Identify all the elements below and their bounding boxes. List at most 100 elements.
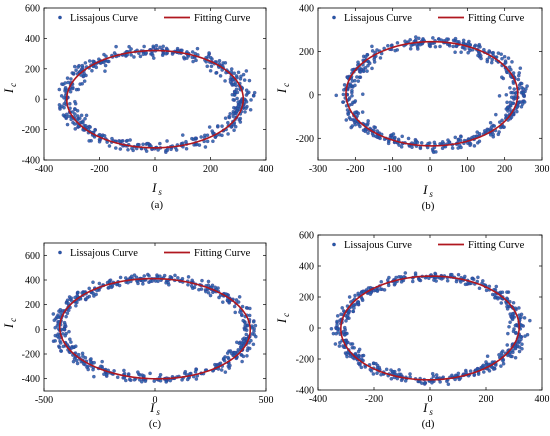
lissajous-point — [408, 38, 413, 42]
lissajous-point — [513, 355, 518, 360]
lissajous-point — [516, 77, 521, 82]
lissajous-point — [252, 329, 256, 333]
lissajous-point — [87, 139, 91, 143]
lissajous-point — [344, 118, 349, 122]
y-tick-label: 400 — [25, 276, 40, 287]
x-tick-label: 300 — [535, 164, 550, 175]
lissajous-point — [80, 63, 85, 68]
lissajous-point — [93, 128, 97, 132]
y-tick-label: 200 — [299, 293, 314, 304]
lissajous-point — [164, 281, 168, 285]
lissajous-point — [252, 332, 257, 337]
lissajous-point — [132, 273, 137, 277]
lissajous-point — [84, 124, 88, 128]
lissajous-point — [505, 70, 509, 75]
lissajous-point — [91, 291, 96, 296]
lissajous-point — [251, 319, 256, 324]
x-tick-label: 0 — [428, 164, 433, 175]
lissajous-point — [440, 146, 445, 151]
legend-marker-lissajous — [332, 15, 336, 20]
lissajous-point — [226, 132, 230, 136]
lissajous-point — [229, 67, 234, 71]
lissajous-point — [363, 65, 368, 70]
lissajous-point — [502, 54, 507, 59]
lissajous-point — [360, 298, 365, 303]
lissajous-point — [433, 271, 437, 276]
lissajous-point — [517, 306, 521, 310]
lissajous-point — [459, 145, 463, 150]
lissajous-point — [341, 100, 345, 104]
lissajous-point — [84, 113, 89, 118]
lissajous-point — [509, 354, 513, 359]
legend-label-fitting: Fitting Curve — [194, 248, 251, 259]
lissajous-point — [360, 92, 365, 97]
lissajous-point — [200, 278, 204, 283]
lissajous-point — [66, 80, 70, 85]
lissajous-point — [430, 371, 435, 376]
lissajous-point — [127, 377, 132, 382]
lissajous-point — [243, 323, 248, 328]
lissajous-point — [148, 279, 153, 284]
lissajous-point — [76, 290, 80, 295]
lissajous-point — [189, 284, 194, 288]
lissajous-point — [115, 282, 119, 287]
lissajous-point — [251, 94, 256, 98]
lissajous-point — [205, 64, 210, 69]
lissajous-point — [92, 374, 96, 379]
legend-label-lissajous: Lissajous Curve — [70, 248, 138, 259]
lissajous-point — [351, 309, 355, 314]
x-tick-label: -400 — [309, 394, 327, 405]
lissajous-point — [345, 108, 350, 112]
y-axis-label: Ic — [274, 313, 291, 324]
lissajous-point — [118, 147, 123, 151]
y-axis-label-main: I — [1, 323, 16, 329]
lissajous-point — [232, 304, 237, 309]
lissajous-point — [245, 354, 249, 358]
lissajous-point — [238, 120, 243, 124]
lissajous-point — [456, 272, 461, 277]
chart-panel-b: -300 -200 -100 0 100 200 300 -200 0 200 400 Lissajo… — [274, 4, 550, 213]
lissajous-point — [477, 286, 482, 291]
lissajous-point — [350, 124, 355, 128]
lissajous-point — [138, 54, 143, 59]
lissajous-point — [418, 42, 423, 47]
lissajous-point — [208, 293, 213, 298]
lissajous-point — [165, 139, 169, 143]
lissajous-point — [387, 275, 391, 280]
lissajous-point — [76, 124, 81, 129]
lissajous-point — [353, 99, 358, 103]
legend: Lissajous Curve Fitting Curve — [332, 13, 525, 24]
lissajous-point — [335, 323, 339, 327]
lissajous-point — [453, 50, 457, 55]
lissajous-point — [65, 311, 70, 316]
lissajous-point — [378, 287, 383, 292]
lissajous-point — [207, 125, 212, 129]
lissajous-point — [386, 43, 390, 48]
chart-panel-a: -400 -200 0 200 400 -400 -200 0 200 400 600 Lissajo… — [1, 4, 274, 212]
lissajous-point — [68, 89, 73, 94]
lissajous-point — [58, 341, 63, 345]
lissajous-points — [57, 43, 257, 154]
lissajous-point — [218, 361, 223, 366]
lissajous-point — [105, 59, 110, 64]
lissajous-point — [360, 110, 365, 114]
lissajous-point — [80, 81, 85, 86]
lissajous-point — [353, 110, 357, 115]
panel-label: (a) — [151, 199, 164, 211]
lissajous-point — [82, 79, 87, 83]
lissajous-point — [164, 380, 168, 384]
lissajous-point — [68, 337, 72, 342]
x-axis-label-sub: s — [158, 187, 162, 197]
lissajous-point — [102, 60, 106, 65]
lissajous-point — [374, 134, 378, 139]
lissajous-point — [350, 88, 354, 93]
y-tick-label: 600 — [25, 4, 40, 15]
lissajous-point — [361, 353, 366, 358]
y-tick-label: 0 — [35, 95, 40, 106]
lissajous-point — [235, 96, 239, 101]
lissajous-point — [410, 279, 415, 284]
lissajous-point — [184, 146, 189, 151]
lissajous-point — [136, 142, 140, 147]
lissajous-point — [79, 113, 84, 118]
x-axis-label-sub: s — [156, 407, 160, 417]
